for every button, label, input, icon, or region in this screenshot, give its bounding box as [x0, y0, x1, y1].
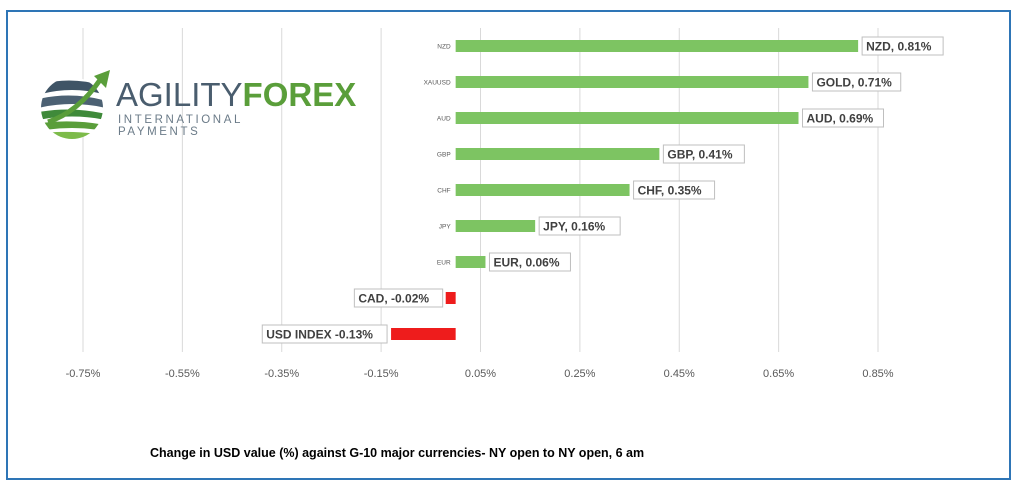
data-label-box [802, 108, 884, 128]
category-label: XAUUSD [424, 80, 451, 87]
bar-aud [455, 112, 799, 124]
bar-nzd [455, 40, 859, 52]
data-label: CAD, -0.02% [358, 292, 429, 306]
x-tick-label: -0.35% [264, 368, 299, 380]
data-label-box [861, 36, 944, 56]
brand-tagline: INTERNATIONAL PAYMENTS [118, 114, 243, 138]
bar-eur [455, 256, 486, 268]
data-label: JPY, 0.16% [543, 220, 605, 234]
bar-cad [445, 292, 456, 304]
bars [391, 40, 859, 340]
x-tick-label: -0.55% [165, 368, 200, 380]
category-label: EUR [437, 260, 451, 267]
bar-gbp [455, 148, 660, 160]
data-label: GBP, 0.41% [667, 148, 732, 162]
data-label: GOLD, 0.71% [816, 76, 892, 90]
category-labels: NZD XAUUSD AUD GBP CHF JPY EUR [424, 44, 452, 267]
x-tick-label: 0.45% [664, 368, 695, 380]
agility-forex-logo: AGILITYFOREX INTERNATIONAL PAYMENTS [34, 66, 356, 146]
data-label: AUD, 0.69% [807, 112, 874, 126]
data-labels: NZD, 0.81% GOLD, 0.71% AUD, 0.69% GBP, 0.41… [261, 36, 944, 344]
chart-caption: Change in USD value (%) against G-10 maj… [150, 446, 645, 460]
bar-jpy [455, 220, 536, 232]
bar-usd-index [391, 328, 456, 340]
category-label: AUD [437, 116, 451, 123]
x-tick-label: 0.05% [465, 368, 496, 380]
category-label: GBP [437, 152, 451, 159]
bar-chf [455, 184, 630, 196]
data-label-box [633, 180, 716, 200]
x-tick-labels: -0.75% -0.55% -0.35% -0.15% 0.05% 0.25% 0.45% 0… [66, 368, 894, 380]
data-label-box [811, 72, 902, 92]
data-label-box [662, 144, 745, 164]
data-label-box [488, 252, 571, 272]
category-label: JPY [439, 224, 452, 231]
data-label-box [261, 324, 388, 344]
category-label: NZD [437, 44, 451, 51]
x-tick-label: -0.75% [66, 368, 101, 380]
globe-logo-icon [41, 70, 110, 139]
data-label-box [353, 288, 444, 308]
category-label: CHF [437, 188, 450, 195]
brand-name: AGILITYFOREX [116, 76, 357, 113]
x-tick-label: 0.85% [862, 368, 893, 380]
data-label: NZD, 0.81% [866, 40, 932, 54]
data-label: EUR, 0.06% [493, 256, 559, 270]
bar-xauusd [455, 76, 809, 88]
data-label: CHF, 0.35% [638, 184, 702, 198]
x-tick-label: 0.65% [763, 368, 794, 380]
x-tick-label: -0.15% [364, 368, 399, 380]
data-label: USD INDEX -0.13% [266, 328, 373, 342]
x-tick-label: 0.25% [564, 368, 595, 380]
data-label-box [538, 216, 621, 236]
